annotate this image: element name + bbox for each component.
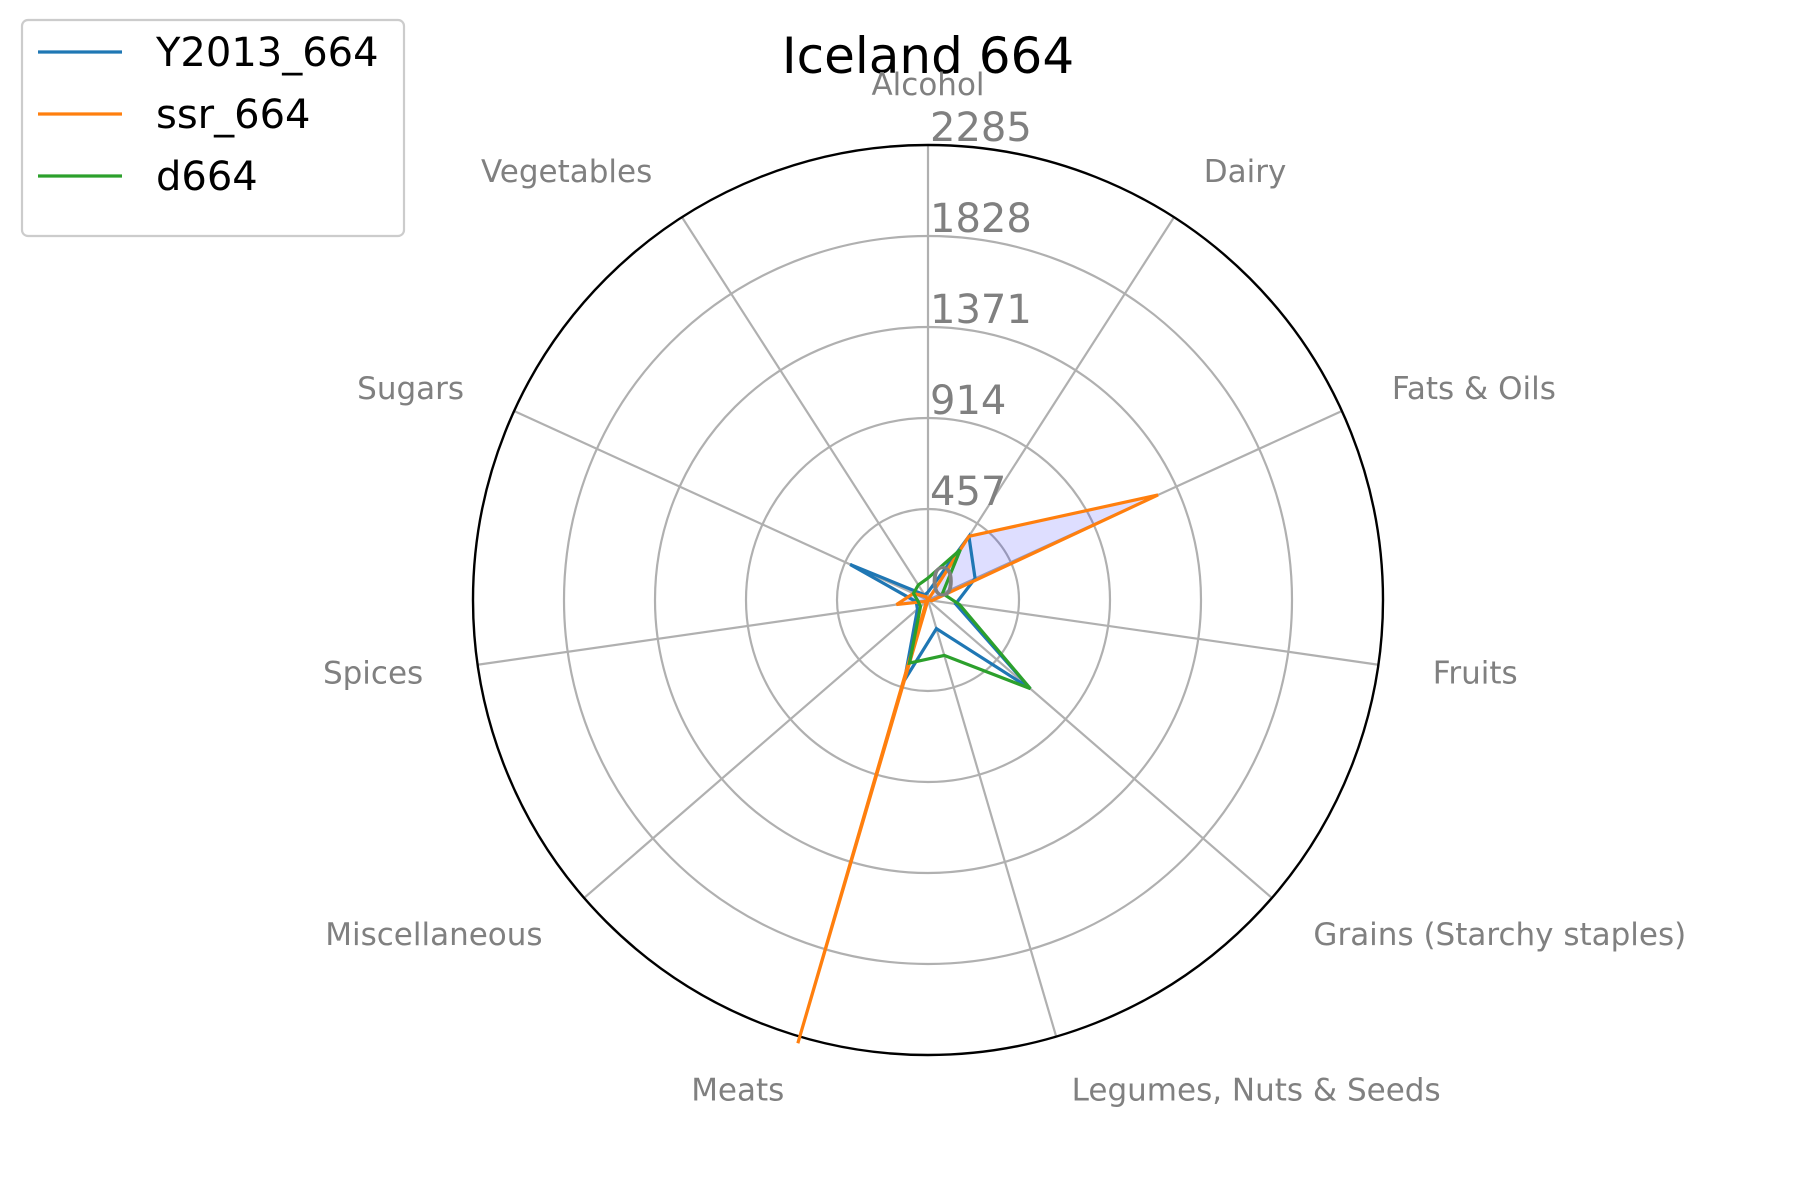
spoke-10 [681,216,929,601]
tick-label-1: 457 [930,469,1006,515]
category-label-6: Meats [691,1072,784,1108]
series-line-0 [849,532,1032,691]
radial-tick-labels: 0 457 914 1371 1828 2285 [930,105,1032,606]
category-label-9: Sugars [357,371,464,407]
spoke-7 [583,599,929,899]
legend-label-1: ssr_664 [156,92,310,138]
category-label-5: Legumes, Nuts & Seeds [1072,1072,1441,1108]
category-label-1: Dairy [1204,154,1287,190]
category-labels: Alcohol Dairy Fats & Oils Fruits Grains (Sta… [323,67,1686,1108]
legend: Y2013_664 ssr_664 d664 [20,18,406,238]
tick-label-4: 1828 [930,196,1032,242]
tick-label-5: 2285 [930,105,1032,151]
spoke-4 [927,599,1273,899]
spoke-3 [927,598,1379,666]
category-label-7: Miscellaneous [325,917,542,953]
outer-circle [471,143,1385,1057]
category-label-2: Fats & Oils [1392,371,1556,407]
category-label-3: Fruits [1433,656,1518,692]
category-label-0: Alcohol [871,67,984,103]
chart-title: Iceland 664 [782,27,1074,85]
legend-label-2: d664 [156,154,258,200]
tick-label-0: 0 [930,560,955,606]
category-label-10: Vegetables [481,154,652,190]
legend-box [20,18,406,238]
spoke-8 [477,598,929,666]
category-label-8: Spices [323,656,423,692]
legend-label-0: Y2013_664 [155,30,379,76]
series-line-2 [907,548,1032,691]
category-label-4: Grains (Starchy staples) [1313,917,1686,953]
series-lines [796,493,1159,1044]
spoke-5 [926,599,1058,1037]
tick-label-2: 914 [930,378,1006,424]
tick-label-3: 1371 [930,287,1032,333]
